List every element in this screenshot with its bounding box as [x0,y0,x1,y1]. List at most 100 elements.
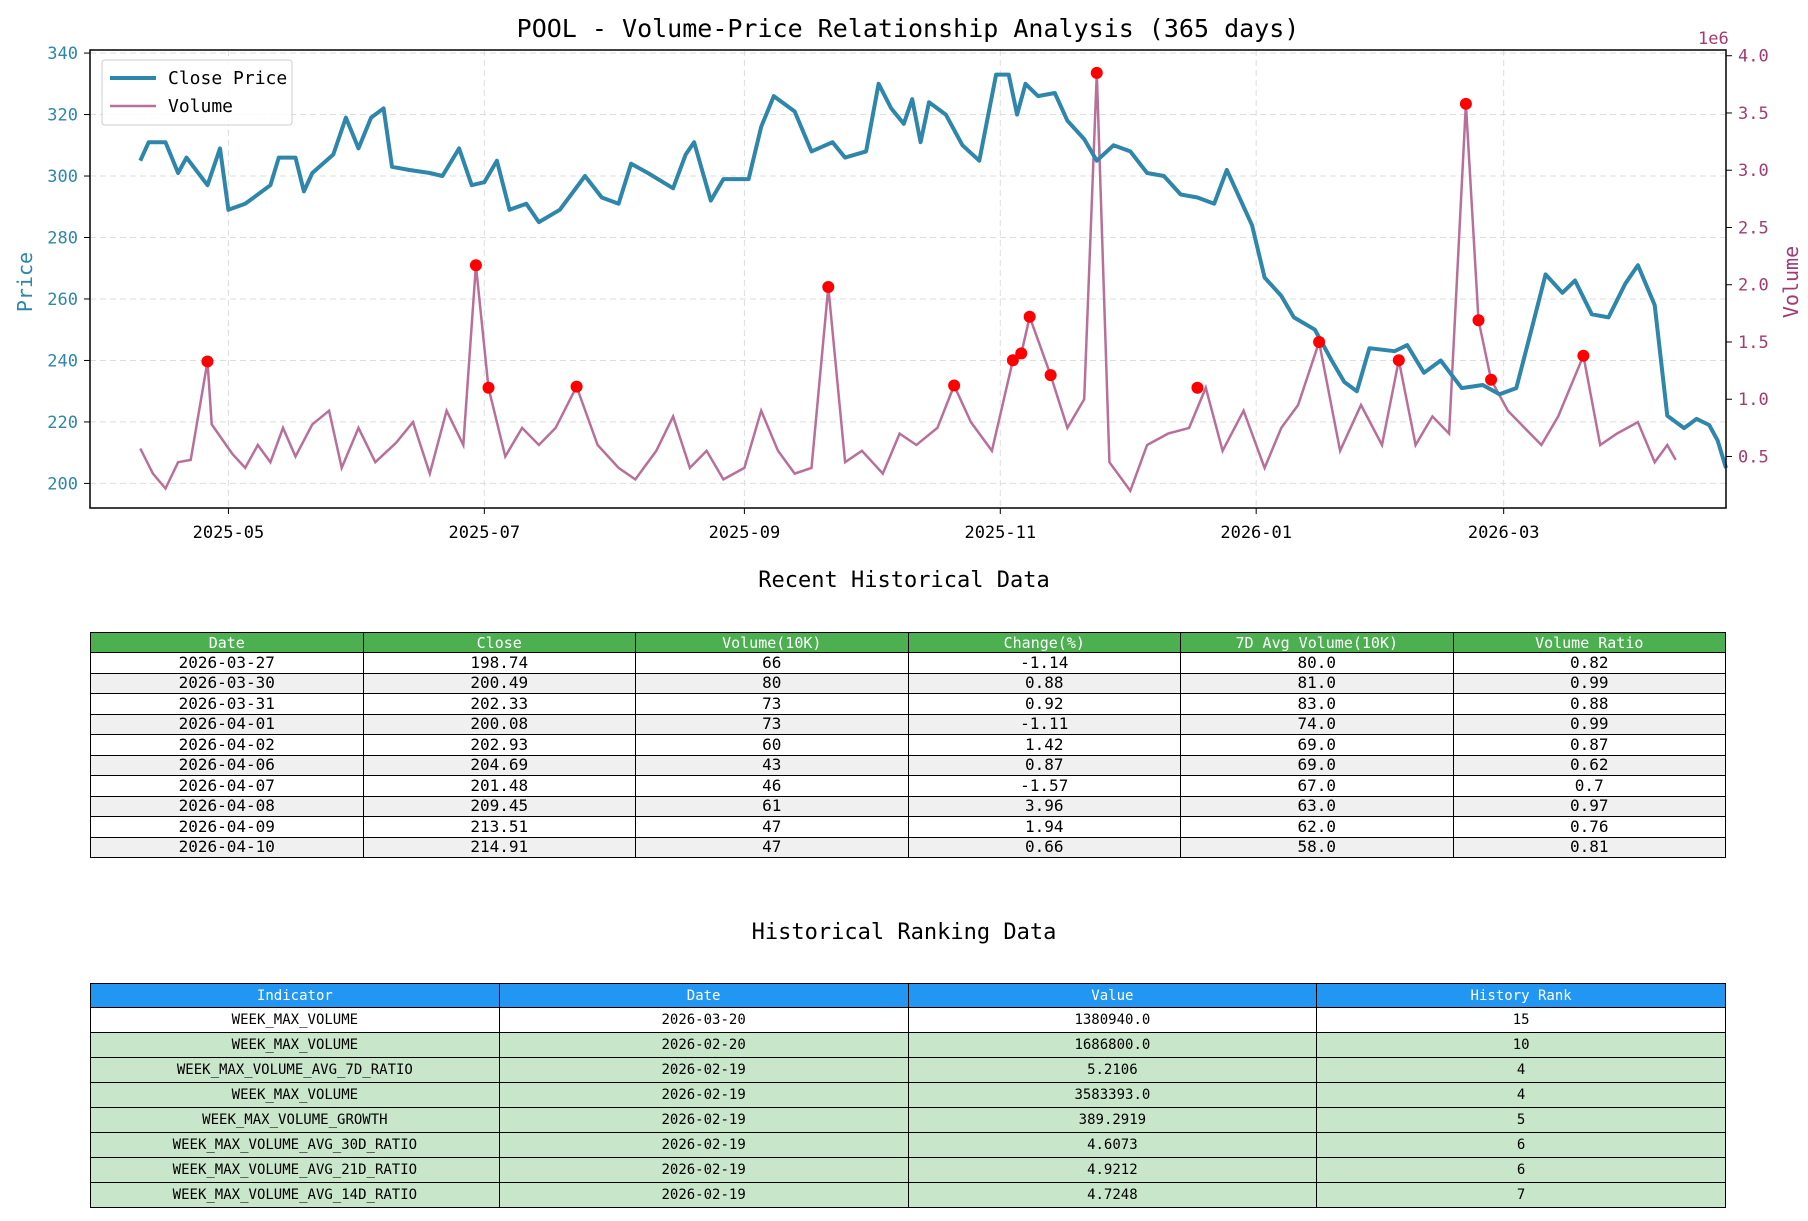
table-cell: 0.62 [1452,754,1726,776]
y-axis-label: Price [13,252,37,312]
table-cell: 83.0 [1180,693,1454,715]
y-axis-right-label: Volume [1779,246,1803,318]
table-cell: 0.87 [907,754,1181,776]
table-cell: 67.0 [1180,775,1454,797]
y-right-tick-label: 3.5 [1738,104,1769,124]
volume-spike-marker [822,281,835,294]
axes: 200 220 240 260 280 300 320 340 0.5 1.0 1.5 2.0 2.5 3… [47,44,1768,543]
y-tick-label: 260 [47,290,78,310]
table-cell: 7 [1316,1182,1726,1208]
table-row: WEEK_MAX_VOLUME_GROWTH 2026-02-19 389.2919… [90,1107,1726,1133]
table-cell: 0.87 [1452,734,1726,756]
y-tick-label: 340 [47,44,78,64]
table-cell: 201.48 [362,775,636,797]
y-right-tick-label: 4.0 [1738,47,1769,67]
volume-spike-marker [1023,310,1036,323]
y-right-tick-label: 1.0 [1738,390,1769,410]
column-header: Date [498,983,909,1008]
volume-spike-marker [570,380,583,393]
legend-volume-label: Volume [168,96,233,117]
column-header: 7D Avg Volume(10K) [1180,632,1454,653]
table-cell: 0.97 [1452,795,1726,817]
table-cell: 0.81 [1452,836,1726,858]
recent-history-table: Date Close Volume(10K) Change(%) 7D Avg Volu… [90,632,1726,858]
table-cell: 2026-02-19 [498,1157,909,1183]
table-cell: 1686800.0 [907,1032,1318,1058]
grid-lines [90,50,1726,508]
table-cell: 6 [1316,1132,1726,1158]
table-cell: 2026-04-06 [90,754,364,776]
table-cell: 69.0 [1180,734,1454,756]
table-cell: 43 [635,754,909,776]
table-cell: 2026-03-31 [90,693,364,715]
y-tick-label: 280 [47,229,78,249]
table-cell: WEEK_MAX_VOLUME_AVG_7D_RATIO [90,1057,500,1083]
table-row: WEEK_MAX_VOLUME_AVG_7D_RATIO 2026-02-19 5.… [90,1057,1726,1083]
y-right-tick-label: 0.5 [1738,447,1769,467]
table-cell: 63.0 [1180,795,1454,817]
table-cell: 200.08 [362,713,636,735]
table-cell: 4 [1316,1082,1726,1108]
table-header-row: Indicator Date Value History Rank [90,983,1726,1008]
table-cell: WEEK_MAX_VOLUME [90,1082,500,1108]
table-row: 2026-04-07 201.48 46 -1.57 67.0 0.7 [90,775,1726,797]
chart-title: POOL - Volume-Price Relationship Analysi… [517,14,1300,43]
table-cell: 1.94 [907,816,1181,838]
y-tick-label: 200 [47,474,78,494]
table-cell: WEEK_MAX_VOLUME_AVG_30D_RATIO [90,1132,500,1158]
table-row: 2026-04-09 213.51 47 1.94 62.0 0.76 [90,816,1726,838]
volume-spike-marker [469,259,482,272]
volume-spike-marker [1015,347,1028,360]
volume-spike-marker [1090,66,1103,79]
table-cell: 1380940.0 [907,1007,1318,1033]
column-header: Volume(10K) [635,632,909,653]
table-row: WEEK_MAX_VOLUME_AVG_14D_RATIO 2026-02-19 4… [90,1182,1726,1208]
y-axis-right-offset: 1e6 [1698,29,1729,49]
table-cell: 0.99 [1452,713,1726,735]
x-tick-label: 2025-07 [448,523,520,543]
table-row: 2026-04-06 204.69 43 0.87 69.0 0.62 [90,754,1726,776]
x-tick-label: 2025-05 [193,523,265,543]
ranking-table-title: Historical Ranking Data [751,920,1057,945]
table-cell: 4.6073 [907,1132,1318,1158]
table-cell: 58.0 [1180,836,1454,858]
table-cell: 2026-02-20 [498,1032,909,1058]
table-cell: 2026-04-09 [90,816,364,838]
volume-spike-marker [1459,97,1472,110]
volume-spike-marker [1392,354,1405,367]
table-cell: 80.0 [1180,652,1454,674]
y-tick-label: 320 [47,106,78,126]
y-right-tick-label: 3.0 [1738,161,1769,181]
table-cell: 0.92 [907,693,1181,715]
table-row: WEEK_MAX_VOLUME 2026-03-20 1380940.0 15 [90,1007,1726,1033]
table-cell: 209.45 [362,795,636,817]
table-row: 2026-04-02 202.93 60 1.42 69.0 0.87 [90,734,1726,756]
table-row: WEEK_MAX_VOLUME_AVG_21D_RATIO 2026-02-19 4… [90,1157,1726,1183]
table-cell: WEEK_MAX_VOLUME_AVG_14D_RATIO [90,1182,500,1208]
recent-table-title: Recent Historical Data [758,568,1050,593]
table-cell: 46 [635,775,909,797]
table-cell: 5 [1316,1107,1726,1133]
table-row: WEEK_MAX_VOLUME 2026-02-20 1686800.0 10 [90,1032,1726,1058]
table-cell: 62.0 [1180,816,1454,838]
table-cell: WEEK_MAX_VOLUME_AVG_21D_RATIO [90,1157,500,1183]
legend: Close Price Volume [101,59,293,126]
table-cell: 0.88 [907,672,1181,694]
table-cell: 47 [635,816,909,838]
x-tick-label: 2026-01 [1220,523,1292,543]
y-right-tick-label: 2.0 [1738,276,1769,296]
table-cell: 0.76 [1452,816,1726,838]
table-cell: 2026-03-30 [90,672,364,694]
table-cell: 73 [635,713,909,735]
table-cell: 0.66 [907,836,1181,858]
volume-spike-marker [1485,373,1498,386]
table-cell: 3.96 [907,795,1181,817]
ranking-table: Indicator Date Value History Rank WEEK_MAX_… [90,983,1726,1208]
y-right-tick-label: 1.5 [1738,333,1769,353]
table-row: 2026-03-30 200.49 80 0.88 81.0 0.99 [90,672,1726,694]
column-header: Value [907,983,1318,1008]
table-cell: 15 [1316,1007,1726,1033]
table-cell: 4 [1316,1057,1726,1083]
volume-spike-marker [201,355,214,368]
table-cell: 4.9212 [907,1157,1318,1183]
